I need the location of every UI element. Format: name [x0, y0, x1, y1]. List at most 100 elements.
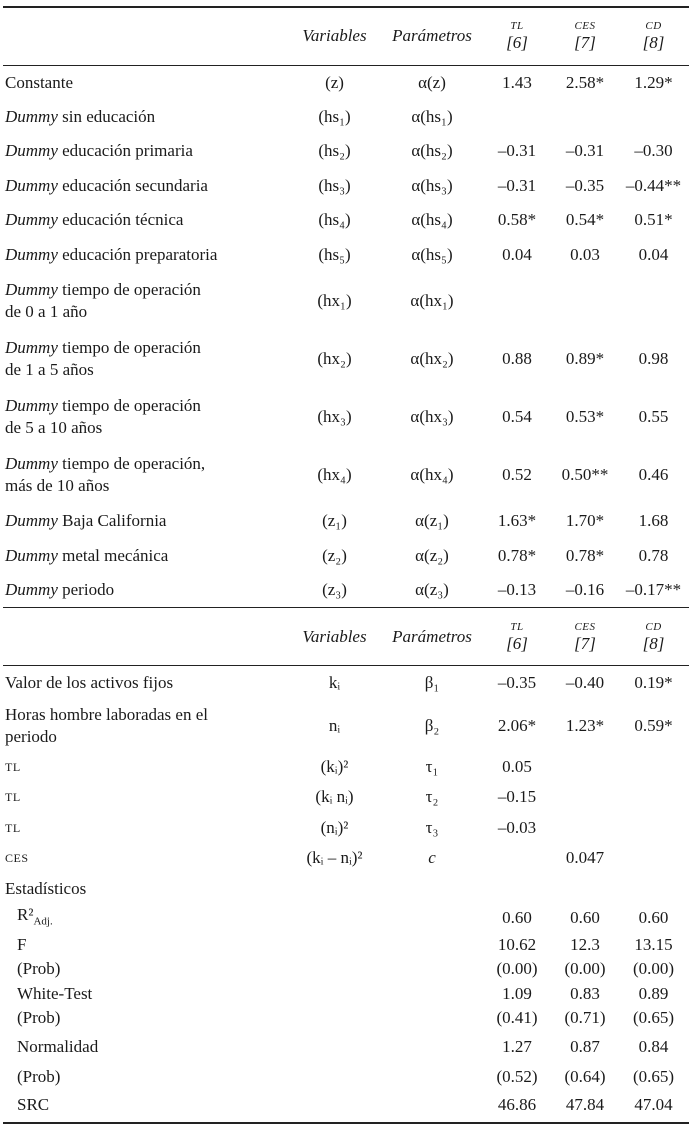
model-number: [7]	[574, 633, 596, 653]
table-row: Dummy educación primaria (hs₂) α(hs₂) –0.31…	[3, 134, 689, 169]
value-cd: 0.98	[638, 349, 669, 368]
value-ces: –0.35	[565, 175, 605, 195]
value-cd: 1.29*	[634, 72, 673, 92]
row-label: Valor de los activos fijos	[5, 672, 174, 692]
parameter: α(hx₂)	[410, 349, 454, 368]
blank	[287, 957, 382, 982]
table-row: TL (kᵢ nᵢ) τ₂ –0.15	[3, 782, 689, 813]
table-row: Valor de los activos fijos kᵢ β₁ –0.35 –0.40…	[3, 666, 689, 700]
parameter	[382, 874, 482, 905]
row-label: Dummy educación preparatoria	[3, 238, 287, 273]
table-row: Dummy educación técnica (hs₄) α(hs₄) 0.58* 0…	[3, 203, 689, 238]
row-label-text: educación secundaria	[57, 175, 208, 195]
value-cd: (0.65)	[632, 1066, 675, 1086]
variable: (hx₄)	[317, 465, 352, 484]
row-label-text: Baja California	[57, 511, 167, 531]
value-tl: –0.15	[497, 787, 537, 807]
parameter: τ₂	[425, 787, 439, 807]
variable: (hs₄)	[318, 210, 351, 230]
table-row: Dummy sin educación (hs₁) α(hs₁)	[3, 100, 689, 135]
variable: (hs₁)	[318, 106, 351, 126]
value-cd: 0.46	[638, 465, 669, 484]
variable: (hs₅)	[318, 244, 351, 264]
table-row: Dummy educación secundaria (hs₃) α(hs₃) –0.…	[3, 169, 689, 204]
dummy-label: Dummy	[5, 106, 58, 126]
dummy-label: Dummy	[5, 244, 58, 264]
model-number: [7]	[574, 33, 596, 53]
value-tl: 1.09	[502, 983, 532, 1003]
dummy-label: Dummy	[5, 454, 58, 473]
row-label: Horas hombre laboradas en el periodo	[5, 704, 208, 746]
value-tl: 10.62	[497, 934, 537, 954]
stats-row: F 10.62 12.3 13.15	[3, 932, 689, 957]
value-tl: 0.60	[502, 908, 532, 928]
blank	[382, 1030, 482, 1064]
row-label: Dummy periodo	[3, 573, 287, 608]
value-ces: (0.64)	[564, 1066, 606, 1086]
value-cd: 0.51*	[634, 210, 673, 230]
model-name: CD	[645, 620, 662, 633]
row-label: Estadísticos	[5, 878, 87, 898]
parameter: α(z₃)	[382, 573, 482, 608]
value-tl: –0.31	[497, 141, 537, 161]
row-label: Dummy tiempo de operación de 1 a 5 años	[3, 330, 287, 388]
variable: (z₃)	[287, 573, 382, 608]
parameter: α(z₂)	[415, 545, 449, 565]
value-cd	[618, 272, 689, 330]
value-ces: –0.31	[565, 141, 605, 161]
stat-name: (Prob)	[17, 1066, 61, 1086]
value-ces: 0.60	[570, 908, 600, 928]
header-model-ces: CES [7]	[552, 607, 618, 666]
variable: (z)	[325, 72, 344, 92]
value-tl: –0.03	[497, 817, 537, 837]
value-cd	[618, 874, 689, 905]
value-tl: (0.41)	[496, 1008, 538, 1028]
stat-label: R²Adj.	[3, 904, 287, 932]
blank	[382, 1064, 482, 1089]
value-ces: 0.50**	[561, 465, 609, 484]
table-header: Variables Parámetros TL [6] CES [7] CD [8]	[3, 7, 689, 66]
dummy-label: Dummy	[5, 175, 58, 195]
parameter: α(hs₃)	[411, 175, 453, 195]
variable: (hx₃)	[317, 407, 352, 426]
blank	[287, 904, 382, 932]
parameter: α(hs₂)	[411, 141, 453, 161]
blank	[287, 1030, 382, 1064]
value-tl: (0.52)	[496, 1066, 538, 1086]
value-tl	[482, 100, 552, 135]
stats-row: SRC 46.86 47.84 47.04	[3, 1088, 689, 1124]
value-tl: 0.05	[502, 756, 532, 776]
value-cd: 0.55	[638, 407, 669, 426]
variable: (z₁)	[322, 511, 347, 531]
row-label-text: educación preparatoria	[57, 244, 218, 264]
model-number: [8]	[642, 33, 665, 53]
variable: (kᵢ – nᵢ)²	[306, 848, 363, 868]
value-tl: –0.31	[497, 175, 537, 195]
parameter: τ₁	[425, 756, 439, 776]
value-cd: 47.04	[618, 1088, 689, 1124]
value-tl: 1.43	[502, 72, 532, 92]
value-ces: 0.53*	[565, 407, 605, 426]
value-cd: 0.84	[638, 1037, 669, 1057]
parameter: α(hx₄)	[410, 465, 454, 484]
row-label: Dummy educación técnica	[3, 203, 287, 238]
parameter: α(hs₅)	[411, 244, 453, 264]
value-ces	[552, 874, 618, 905]
value-ces	[552, 100, 618, 135]
value-cd: –0.17**	[618, 573, 689, 608]
value-ces: 0.047	[565, 848, 605, 868]
dummy-label: Dummy	[5, 141, 58, 161]
row-label: TL	[5, 790, 21, 805]
model-name: TL	[510, 20, 524, 33]
dummy-label: Dummy	[5, 396, 58, 415]
parameter: α(hx₁)	[410, 291, 454, 310]
value-ces: 1.70*	[565, 511, 605, 531]
value-ces: 1.23*	[565, 715, 605, 735]
parameter: τ₃	[425, 817, 439, 837]
blank	[287, 981, 382, 1006]
row-label-text: tiempo de operación de 5 a 10 años	[5, 396, 201, 437]
row-label-text: sin educación	[57, 106, 156, 126]
blank	[382, 981, 482, 1006]
row-label: Dummy tiempo de operación de 5 a 10 años	[3, 388, 287, 446]
value-tl: –0.13	[482, 573, 552, 608]
